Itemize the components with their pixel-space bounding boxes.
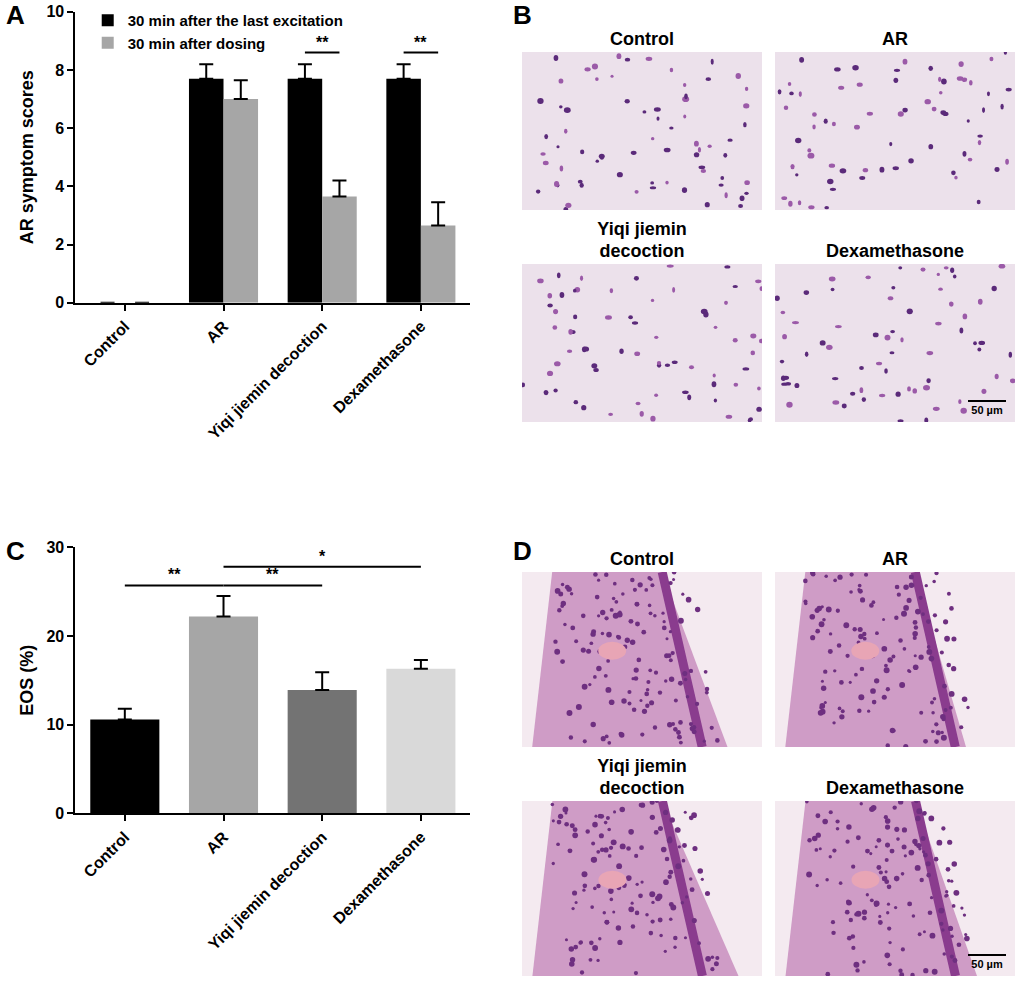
svg-text:**: ** <box>168 566 181 583</box>
html-text:50 µm: 50 µm <box>971 958 1003 970</box>
svg-text:30 min after dosing: 30 min after dosing <box>128 35 266 52</box>
svg-text:10: 10 <box>46 716 64 733</box>
svg-text:30: 30 <box>46 539 64 556</box>
svg-text:**: ** <box>266 566 279 583</box>
svg-text:6: 6 <box>55 120 64 137</box>
svg-text:**: ** <box>414 34 427 51</box>
html-text:Yiqi jiemin decoction: Yiqi jiemin decoction <box>597 756 687 798</box>
svg-text:10: 10 <box>46 3 64 20</box>
html-text:Dexamethasone: Dexamethasone <box>826 778 964 798</box>
svg-text:Dexamethasone: Dexamethasone <box>330 318 429 417</box>
svg-text:AR: AR <box>203 828 232 857</box>
html-text:A: A <box>6 0 25 30</box>
html-text:AR: AR <box>882 549 908 569</box>
svg-text:Yiqi jiemin decoction: Yiqi jiemin decoction <box>205 318 330 443</box>
svg-text:Control: Control <box>80 828 132 880</box>
html-text:B: B <box>513 0 532 30</box>
html-text:AR: AR <box>882 29 908 49</box>
svg-text:Dexamethasone: Dexamethasone <box>330 828 429 927</box>
svg-text:30 min after the last excitati: 30 min after the last excitation <box>128 12 343 29</box>
svg-text:2: 2 <box>55 236 64 253</box>
svg-text:4: 4 <box>55 178 64 195</box>
html-text:C: C <box>6 536 25 566</box>
svg-text:AR: AR <box>203 317 232 346</box>
svg-text:8: 8 <box>55 62 64 79</box>
html-text:Dexamethasone: Dexamethasone <box>826 241 964 261</box>
svg-text:Control: Control <box>80 318 132 370</box>
html-text:Control: Control <box>610 29 674 49</box>
html-text:Yiqi jiemin decoction: Yiqi jiemin decoction <box>597 219 687 261</box>
svg-text:0: 0 <box>55 294 64 311</box>
svg-text:20: 20 <box>46 628 64 645</box>
svg-text:**: ** <box>316 34 329 51</box>
svg-text:0: 0 <box>55 805 64 822</box>
html-text:D: D <box>513 536 532 566</box>
svg-text:*: * <box>319 548 326 565</box>
svg-text:AR symptom scores: AR symptom scores <box>17 70 37 244</box>
html-text:Control: Control <box>610 549 674 569</box>
svg-text:Yiqi jiemin decoction: Yiqi jiemin decoction <box>205 828 330 953</box>
html-text:50 µm: 50 µm <box>971 404 1003 416</box>
svg-text:EOS (%): EOS (%) <box>17 645 37 716</box>
